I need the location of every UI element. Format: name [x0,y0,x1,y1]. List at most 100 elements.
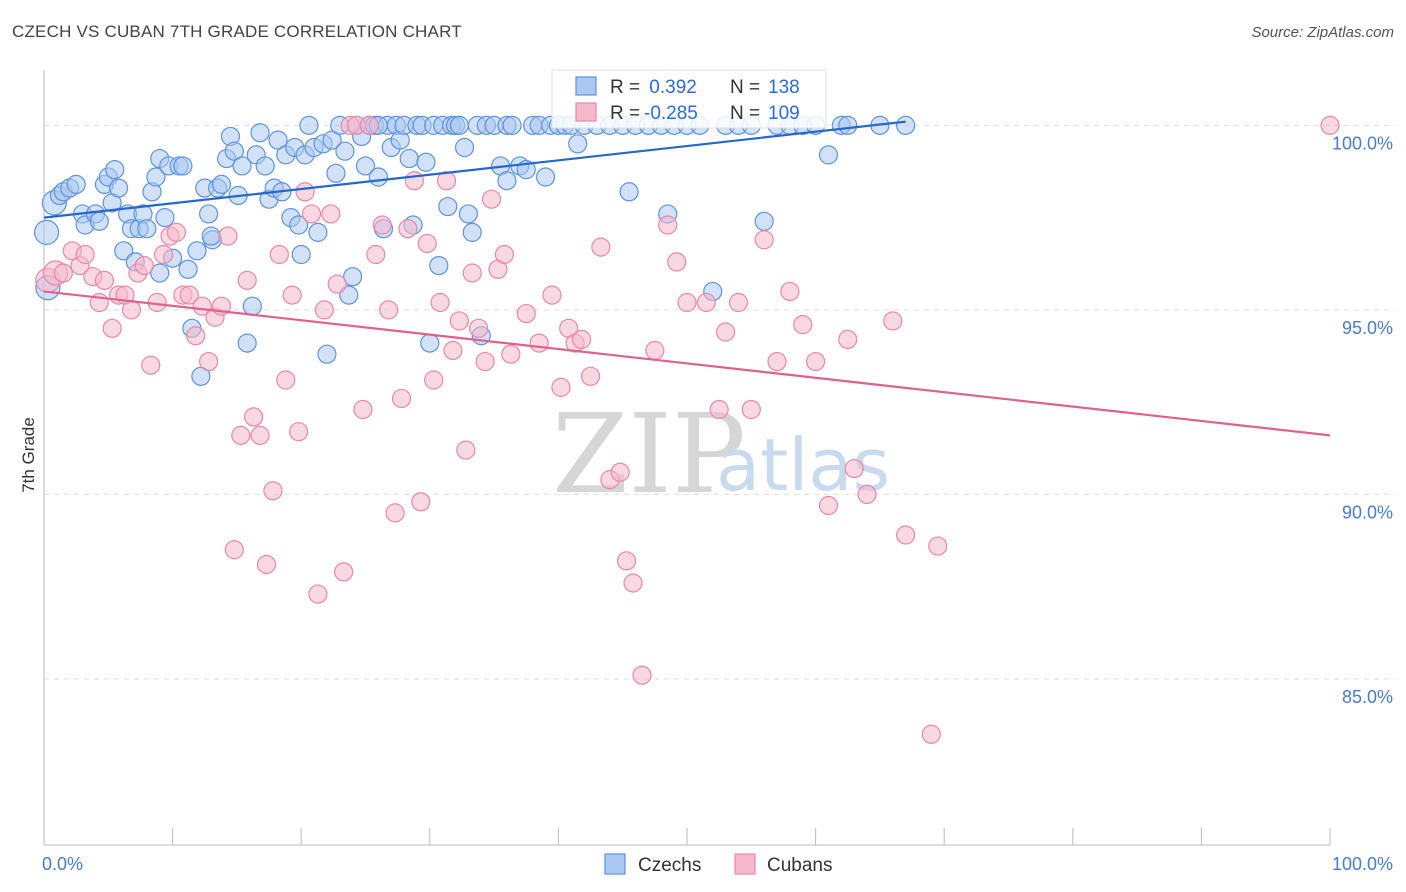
cuban-point [424,370,444,390]
bottom-legend-swatch-cubans [734,853,756,875]
cuban-point [516,303,536,324]
czech-point [399,148,419,169]
cuban-point [244,407,264,427]
cuban-point [741,399,761,420]
czech-point [502,115,522,135]
czech-point [211,174,232,195]
cuban-point [430,292,450,313]
correlation-legend: R = 0.392 N = 138 R = -0.285 N = 109 [551,69,827,129]
cuban-point [289,422,309,442]
czech-point [108,178,129,198]
czech-point [242,296,262,316]
cuban-point [632,665,652,685]
cuban-point [469,318,489,338]
cuban-point [166,222,187,242]
cuban-point [623,573,643,593]
czech-point [416,152,436,172]
cuban-point [780,281,800,302]
czech-point [619,182,639,202]
czech-point [355,156,376,176]
cuban-point [696,292,716,313]
czech-point [896,115,916,135]
cuban-point [179,285,199,305]
cuban-point [153,244,174,265]
cuban-point [199,351,219,372]
legend-r-value-czech: 0.392 [644,77,697,98]
czech-point [317,344,337,364]
y-tick-label: 95.0% [1342,318,1393,338]
cuban-point [224,540,244,560]
cuban-point [411,492,431,512]
czech-point [255,156,275,176]
y-axis-title: 7th Grade [19,417,38,493]
cuban-points [35,115,1340,744]
cuban-point [715,322,736,342]
cuban-point [883,311,903,331]
cuban-point [616,551,637,571]
czech-point [568,134,588,154]
bottom-legend-label-cubans: Cubans [767,855,833,876]
cuban-point [391,388,412,409]
legend-r-label-czech: R = [610,77,640,98]
bottom-legend-label-czechs: Czechs [638,855,701,876]
cuban-trend-line [43,290,1331,437]
czech-point [420,333,440,353]
trend-lines [43,120,1331,437]
czech-point [429,255,449,276]
czech-point [299,115,319,135]
czech-point [146,167,166,187]
cuban-point [121,300,142,320]
czech-point [438,196,458,217]
cuban-point [818,495,839,516]
czech-point [137,219,157,239]
czech-point [155,208,175,228]
czech-point [89,211,109,231]
x-tick-label-max: 100.0% [1332,854,1393,874]
cuban-point [857,484,877,505]
cuban-point [844,458,864,479]
czech-point [308,222,328,242]
cuban-point [449,311,469,331]
chart-source: Source: ZipAtlas.com [1251,24,1394,41]
czech-point [838,115,858,135]
y-tick-label: 100.0% [1332,133,1393,153]
cuban-point [677,292,697,313]
y-tick-label: 85.0% [1342,687,1393,707]
cuban-point [1320,115,1340,135]
legend-n-value-czech: 138 [768,77,800,98]
cuban-point [269,244,289,265]
cuban-point [301,204,322,224]
cuban-point [610,462,630,482]
cuban-point [398,219,418,239]
cuban-point [134,255,154,276]
czech-point [343,267,363,287]
cuban-point [728,292,749,313]
czech-point [818,145,839,165]
cuban-point [334,562,354,582]
cuban-point [501,344,521,364]
cuban-point [94,270,115,290]
czech-point [458,204,478,224]
cuban-point [754,230,774,250]
czech-trend-line [43,120,906,219]
cuban-point [231,425,251,445]
cuban-point [645,340,665,361]
czech-point [754,211,774,231]
czech-point [33,219,60,245]
legend-n-value-cuban: 109 [768,103,800,124]
cuban-point [551,377,571,397]
series-legend: Czechs Cubans [604,853,833,876]
x-axis-ticks [43,828,1331,845]
czech-point [191,366,211,386]
czech-point [291,244,311,265]
cuban-point [237,270,257,290]
cuban-point [263,481,283,501]
czech-point [224,141,244,161]
legend-swatch-czech [575,76,597,96]
bottom-legend-swatch-czechs [604,853,626,875]
cuban-point [314,300,334,320]
cuban-point [379,300,399,320]
czech-point [497,171,517,191]
czech-point [335,141,355,161]
cuban-point [327,274,347,294]
